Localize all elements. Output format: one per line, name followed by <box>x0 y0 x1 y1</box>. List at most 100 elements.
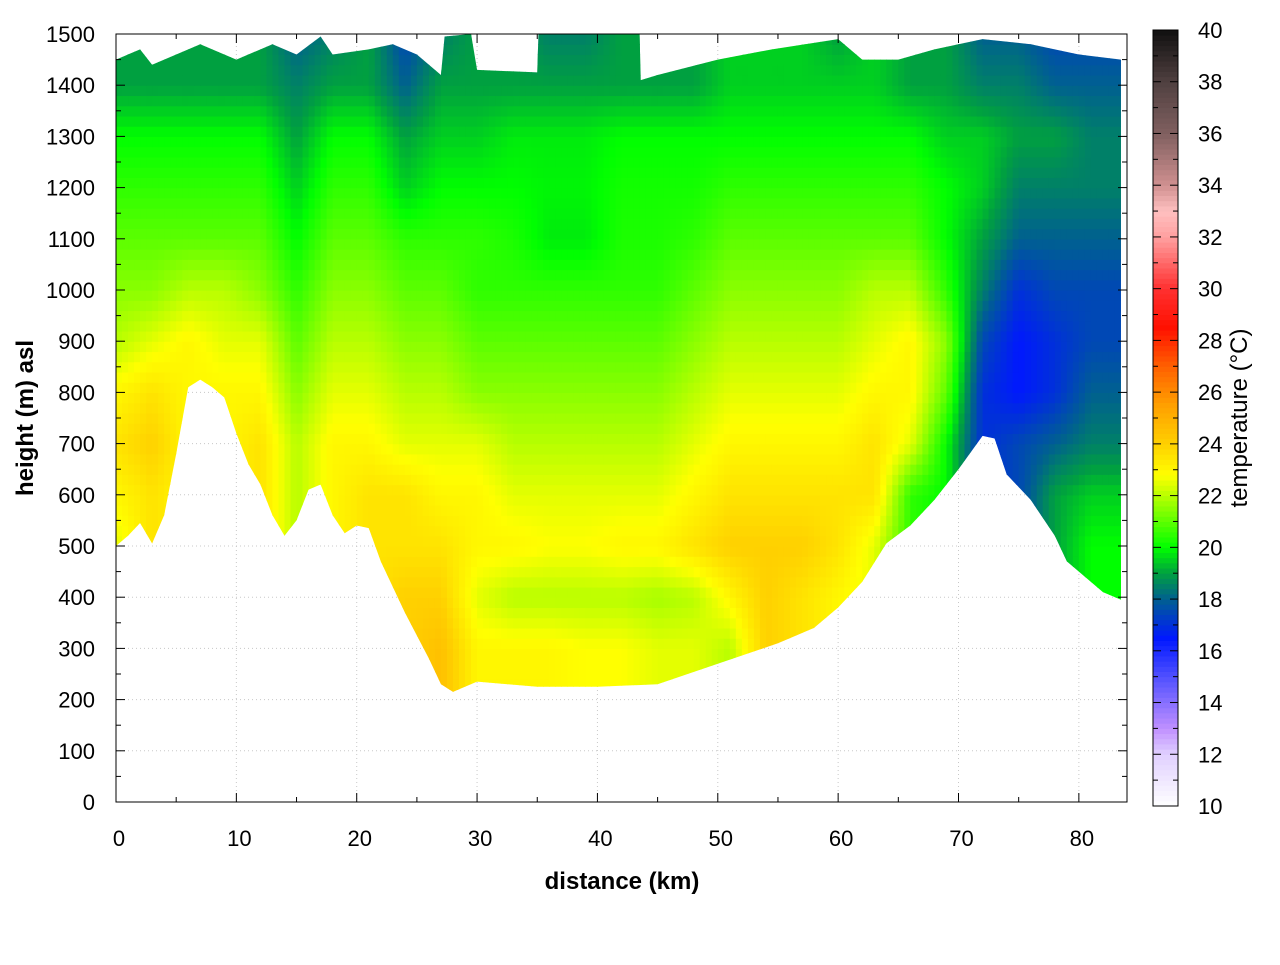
heatmap-cell <box>501 495 508 506</box>
heatmap-cell <box>447 444 454 455</box>
heatmap-cell <box>116 546 123 557</box>
heatmap-cell <box>272 321 279 332</box>
heatmap-cell <box>495 444 502 455</box>
heatmap-cell <box>321 485 328 496</box>
heatmap-cell <box>351 167 358 178</box>
heatmap-cell <box>465 485 472 496</box>
heatmap-cell <box>465 423 472 434</box>
heatmap-cell <box>453 526 460 537</box>
heatmap-cell <box>477 136 484 147</box>
heatmap-cell <box>507 485 514 496</box>
heatmap-cell <box>435 392 442 403</box>
heatmap-cell <box>399 34 406 45</box>
heatmap-cell <box>315 710 322 721</box>
heatmap-cell <box>182 147 189 158</box>
heatmap-cell <box>483 280 490 291</box>
heatmap-cell <box>447 290 454 301</box>
heatmap-cell <box>459 65 466 76</box>
heatmap-cell <box>411 700 418 711</box>
heatmap-cell <box>206 741 213 752</box>
heatmap-cell <box>339 362 346 373</box>
heatmap-cell <box>230 65 237 76</box>
heatmap-cell <box>435 526 442 537</box>
heatmap-cell <box>363 157 370 168</box>
heatmap-cell <box>507 792 514 803</box>
heatmap-cell <box>417 505 424 516</box>
heatmap-cell <box>429 566 436 577</box>
heatmap-cell <box>206 65 213 76</box>
heatmap-cell <box>489 54 496 65</box>
heatmap-cell <box>152 597 159 608</box>
heatmap-cell <box>423 106 430 117</box>
heatmap-cell <box>333 157 340 168</box>
heatmap-cell <box>272 198 279 209</box>
heatmap-cell <box>248 515 255 526</box>
heatmap-cell <box>411 689 418 700</box>
heatmap-cell <box>483 546 490 557</box>
heatmap-cell <box>266 761 273 772</box>
heatmap-cell <box>357 351 364 362</box>
heatmap-cell <box>429 761 436 772</box>
heatmap-cell <box>375 474 382 485</box>
heatmap-cell <box>188 75 195 86</box>
heatmap-cell <box>128 761 135 772</box>
heatmap-cell <box>489 638 496 649</box>
heatmap-cell <box>381 741 388 752</box>
heatmap-cell <box>447 679 454 690</box>
heatmap-cell <box>206 249 213 260</box>
heatmap-cell <box>489 515 496 526</box>
heatmap-cell <box>405 423 412 434</box>
heatmap-cell <box>303 679 310 690</box>
heatmap-cell <box>122 495 129 506</box>
heatmap-cell <box>381 126 388 137</box>
heatmap-cell <box>146 710 153 721</box>
heatmap-cell <box>483 208 490 219</box>
heatmap-cell <box>242 270 249 281</box>
heatmap-cell <box>182 372 189 383</box>
heatmap-cell <box>212 218 219 229</box>
heatmap-cell <box>224 669 231 680</box>
heatmap-cell <box>236 464 243 475</box>
heatmap-cell <box>393 464 400 475</box>
heatmap-cell <box>164 188 171 199</box>
heatmap-cell <box>423 730 430 741</box>
heatmap-cell <box>471 136 478 147</box>
heatmap-cell <box>285 65 292 76</box>
heatmap-cell <box>122 536 129 547</box>
heatmap-cell <box>218 566 225 577</box>
heatmap-cell <box>453 372 460 383</box>
heatmap-cell <box>381 372 388 383</box>
heatmap-cell <box>230 218 237 229</box>
heatmap-cell <box>381 607 388 618</box>
heatmap-cell <box>116 188 123 199</box>
heatmap-cell <box>429 310 436 321</box>
heatmap-cell <box>453 546 460 557</box>
heatmap-cell <box>297 270 304 281</box>
heatmap-cell <box>441 689 448 700</box>
heatmap-cell <box>176 116 183 127</box>
heatmap-cell <box>423 433 430 444</box>
heatmap-cell <box>381 689 388 700</box>
heatmap-cell <box>315 65 322 76</box>
heatmap-cell <box>315 485 322 496</box>
heatmap-cell <box>182 413 189 424</box>
heatmap-cell <box>369 198 376 209</box>
heatmap-cell <box>459 362 466 373</box>
heatmap-cell <box>206 34 213 45</box>
heatmap-cell <box>182 546 189 557</box>
heatmap-cell <box>525 792 532 803</box>
heatmap-cell <box>345 280 352 291</box>
heatmap-cell <box>122 413 129 424</box>
heatmap-cell <box>176 85 183 96</box>
heatmap-cell <box>224 44 231 55</box>
heatmap-cell <box>357 95 364 106</box>
heatmap-cell <box>453 341 460 352</box>
heatmap-cell <box>495 710 502 721</box>
heatmap-cell <box>200 208 207 219</box>
heatmap-cell <box>254 218 261 229</box>
heatmap-cell <box>363 730 370 741</box>
heatmap-cell <box>459 628 466 639</box>
heatmap-cell <box>429 648 436 659</box>
heatmap-cell <box>327 659 334 670</box>
heatmap-cell <box>218 126 225 137</box>
